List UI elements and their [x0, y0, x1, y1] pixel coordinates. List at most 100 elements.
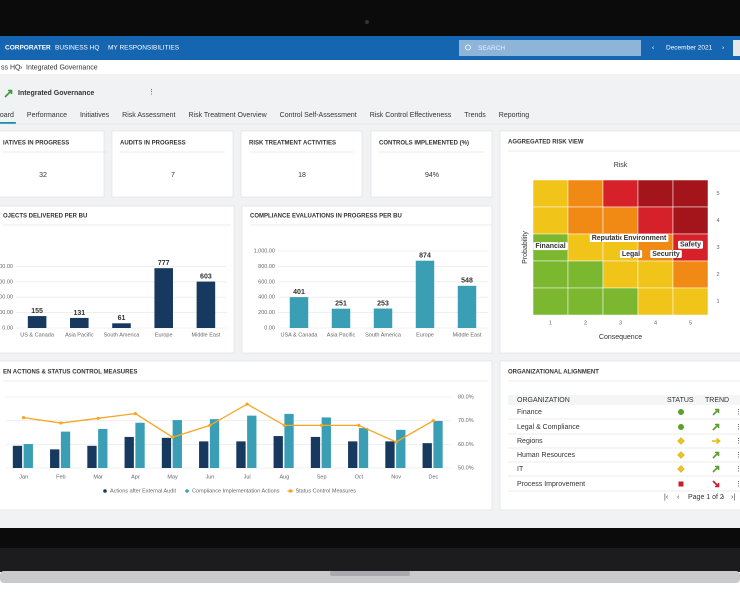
x-tick-label: South America: [104, 332, 141, 338]
row-menu[interactable]: ⋮: [735, 481, 740, 488]
panel-title: OJECTS DELIVERED PER BU: [3, 214, 87, 220]
organization-name[interactable]: Legal & Compliance: [517, 424, 580, 431]
breadcrumb-separator: ›: [20, 64, 23, 71]
y-tick-label: 0.00: [2, 325, 13, 331]
tab[interactable]: Risk Assessment: [122, 112, 175, 119]
y-tick-label: 2: [716, 272, 719, 278]
heatmap-cell: [637, 287, 674, 316]
x-tick-label: Dec: [428, 474, 438, 480]
line-marker: [320, 423, 324, 427]
row-menu[interactable]: ⋮: [735, 409, 740, 416]
tab[interactable]: Risk Treatment Overview: [188, 112, 267, 119]
risk-label-box[interactable]: [619, 249, 643, 258]
bezel-shade: [0, 548, 740, 572]
heatmap-cell: [637, 260, 674, 289]
tab[interactable]: Initiatives: [80, 112, 110, 119]
risk-label-box[interactable]: [533, 242, 568, 251]
avatar[interactable]: [733, 40, 740, 56]
organization-name[interactable]: Human Resources: [517, 452, 575, 459]
title-menu[interactable]: ⋮: [148, 89, 155, 96]
data-label: 401: [293, 289, 305, 296]
prev-period[interactable]: ‹: [652, 45, 654, 52]
panel-title: EN ACTIONS & STATUS CONTROL MEASURES: [3, 370, 137, 376]
x-tick-label: Jul: [244, 474, 251, 480]
tab[interactable]: Risk Control Effectiveness: [370, 112, 452, 119]
y-tick-label: 400.00: [0, 295, 13, 301]
data-label: 251: [335, 301, 347, 308]
brand[interactable]: CORPORATER: [5, 45, 51, 52]
status-icon: [677, 465, 685, 473]
kpi-value: 7: [171, 172, 175, 179]
row-menu[interactable]: ⋮: [735, 466, 740, 473]
x-tick-label: 3: [619, 320, 622, 326]
breadcrumb: Integrated Governance: [26, 64, 98, 71]
bar: [12, 445, 23, 468]
line-marker: [133, 411, 137, 416]
column-header: ORGANIZATION: [517, 397, 570, 404]
row-menu[interactable]: ⋮: [735, 452, 740, 459]
row-menu[interactable]: ⋮: [735, 438, 740, 445]
bar: [373, 308, 393, 328]
x-tick-label: Middle East: [192, 332, 221, 338]
y-tick-label: 200.00: [258, 310, 275, 316]
line-marker: [96, 416, 100, 420]
risk-label-box[interactable]: [650, 249, 682, 258]
heatmap-cell: [532, 287, 569, 316]
search-box[interactable]: [459, 40, 641, 56]
legend-label[interactable]: Compliance Implementation Actions: [192, 488, 280, 494]
data-label: 131: [73, 310, 85, 317]
bar: [310, 436, 321, 468]
breadcrumb[interactable]: ss HQ: [1, 64, 21, 71]
bar: [331, 308, 351, 328]
next-period[interactable]: ›: [722, 45, 724, 52]
trend-icon: [712, 408, 720, 416]
data-label: 603: [200, 273, 212, 280]
organization-name[interactable]: Regions: [517, 438, 543, 445]
page-title: Integrated Governance: [18, 90, 94, 97]
pagination: Page 1 of 2: [688, 494, 724, 501]
search-icon: [465, 44, 471, 51]
last-page[interactable]: ›|: [731, 494, 735, 501]
heatmap-cell: [532, 179, 569, 208]
bar: [289, 297, 309, 328]
nav-link[interactable]: BUSINESS HQ: [55, 45, 99, 52]
bar: [209, 419, 220, 468]
chart-panel: [0, 360, 493, 511]
nav-link[interactable]: MY RESPONSIBILITIES: [108, 45, 180, 52]
prev-page[interactable]: ‹: [677, 494, 680, 501]
trend-icon: [712, 437, 721, 445]
first-page[interactable]: |‹: [664, 494, 669, 501]
bar: [199, 441, 209, 468]
risk-label-box[interactable]: [589, 234, 631, 243]
tab[interactable]: Control Self-Assessment: [280, 112, 357, 119]
row-menu[interactable]: ⋮: [735, 424, 740, 431]
bar: [358, 428, 369, 468]
status-icon: [677, 437, 685, 445]
kpi-label: RISK TREATMENT ACTIVITIES: [249, 141, 336, 147]
heatmap-cell: [567, 287, 604, 316]
period[interactable]: December 2021: [666, 45, 713, 52]
panel-title: COMPLIANCE EVALUATIONS IN PROGRESS PER B…: [250, 214, 402, 220]
organization-name[interactable]: IT: [517, 466, 524, 473]
organization-name[interactable]: Finance: [517, 409, 542, 416]
search-placeholder[interactable]: SEARCH: [478, 45, 505, 52]
risk-label-box[interactable]: [677, 240, 704, 249]
x-tick-label: US & Canada: [20, 332, 55, 338]
tab[interactable]: Performance: [27, 112, 67, 119]
tab[interactable]: board: [0, 112, 14, 119]
y-tick-label: 0.00: [264, 325, 275, 331]
risk-label: Financial: [535, 243, 565, 250]
tab[interactable]: Trends: [464, 112, 486, 119]
next-page[interactable]: ›: [722, 494, 725, 501]
data-label: 253: [377, 300, 389, 307]
bar: [348, 441, 358, 468]
organization-name[interactable]: Process Improvement: [517, 481, 585, 488]
risk-label-box[interactable]: [621, 234, 669, 243]
trend-icon: [712, 423, 720, 431]
title-icon: [4, 89, 13, 98]
status-icon: [677, 451, 685, 459]
legend-label[interactable]: Status Control Measures: [295, 488, 356, 494]
data-label: 548: [461, 278, 473, 285]
legend-label[interactable]: Actions after External Audit: [110, 488, 177, 494]
tab[interactable]: Reporting: [499, 112, 529, 119]
